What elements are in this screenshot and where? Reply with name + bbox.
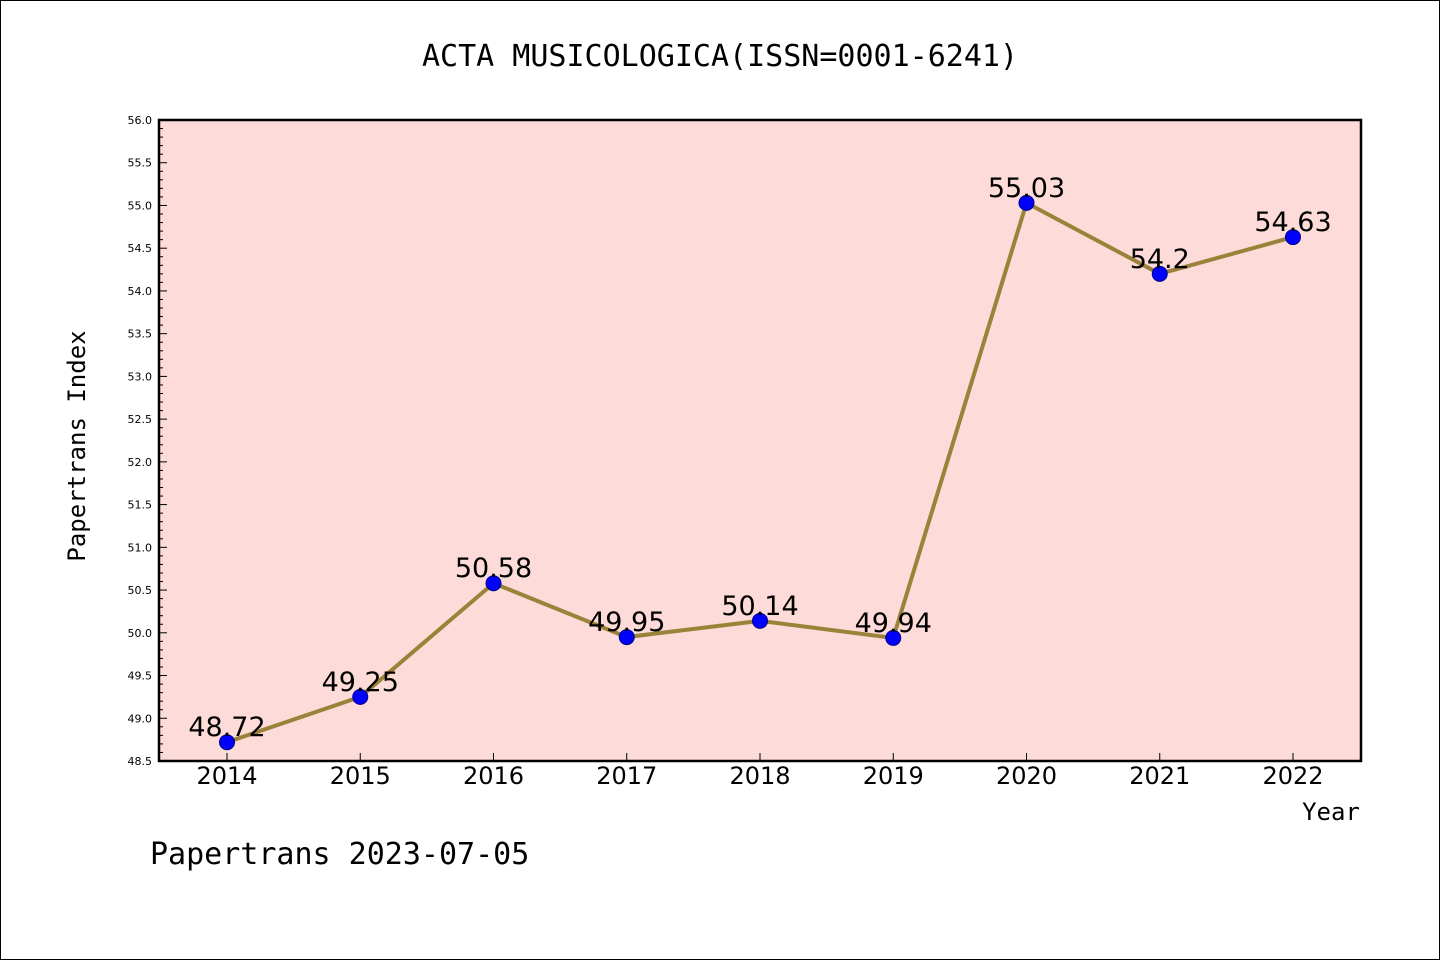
x-tick-label: 2019	[863, 762, 924, 790]
data-label: 49.94	[855, 608, 932, 639]
footer-watermark: Papertrans 2023-07-05	[150, 837, 529, 872]
y-tick-label: 55.5	[128, 157, 153, 170]
x-tick-label: 2014	[196, 762, 257, 790]
data-label: 49.25	[322, 667, 399, 698]
y-tick-label: 52.5	[128, 413, 153, 426]
data-label: 50.58	[455, 553, 532, 584]
y-tick-label: 48.5	[128, 755, 153, 768]
data-point	[219, 734, 235, 751]
x-axis: 2014 2015 2016 2017 2018 2019 2020 2021 2022	[196, 753, 1324, 790]
y-axis: 48.5 49.0 49.5 50.0 50.5 51.0 51.5 52.0 52.5 53.0…	[128, 114, 167, 768]
data-label: 49.95	[588, 607, 665, 638]
data-point	[618, 629, 635, 646]
y-tick-label: 54.0	[128, 285, 153, 298]
y-tick-label: 52.0	[128, 456, 153, 469]
x-tick-label: 2020	[996, 762, 1057, 790]
data-label: 55.03	[988, 173, 1065, 204]
x-tick-label: 2016	[463, 762, 524, 790]
data-point	[1285, 229, 1301, 246]
x-axis-label: Year	[1302, 798, 1360, 826]
data-point	[752, 612, 768, 629]
y-tick-label: 50.5	[128, 584, 153, 597]
data-point	[1018, 194, 1035, 211]
data-point	[885, 629, 902, 646]
data-point	[352, 688, 369, 705]
plot-border	[157, 118, 1363, 763]
data-label: 54.2	[1130, 244, 1190, 275]
y-tick-label: 53.0	[128, 370, 153, 383]
x-tick-label: 2018	[729, 762, 790, 790]
y-tick-label: 55.0	[128, 199, 153, 212]
data-point	[485, 575, 502, 592]
x-tick-label: 2021	[1129, 762, 1190, 790]
data-label: 50.14	[721, 591, 798, 622]
y-tick-label: 51.5	[128, 499, 153, 512]
data-markers	[219, 194, 1301, 751]
plot-area	[159, 120, 1361, 761]
data-point	[1151, 265, 1168, 282]
x-tick-label: 2022	[1262, 762, 1323, 790]
x-tick-label: 2015	[330, 762, 391, 790]
y-tick-label: 51.0	[128, 541, 153, 554]
data-label: 48.72	[188, 712, 265, 743]
data-label: 54.63	[1254, 207, 1331, 238]
x-tick-label: 2017	[596, 762, 657, 790]
data-labels: 48.72 49.25 50.58 49.95 50.14 49.94 55.03 54.2 5…	[188, 173, 1331, 743]
chart-title: ACTA MUSICOLOGICA(ISSN=0001-6241)	[422, 39, 1018, 74]
y-tick-label: 50.0	[128, 627, 153, 640]
y-tick-label: 54.5	[128, 242, 153, 255]
y-tick-label: 49.0	[128, 712, 153, 725]
y-axis-label: Papertrans Index	[63, 330, 91, 561]
y-tick-label: 56.0	[128, 114, 153, 127]
y-tick-label: 53.5	[128, 328, 153, 341]
y-tick-label: 49.5	[128, 670, 153, 683]
